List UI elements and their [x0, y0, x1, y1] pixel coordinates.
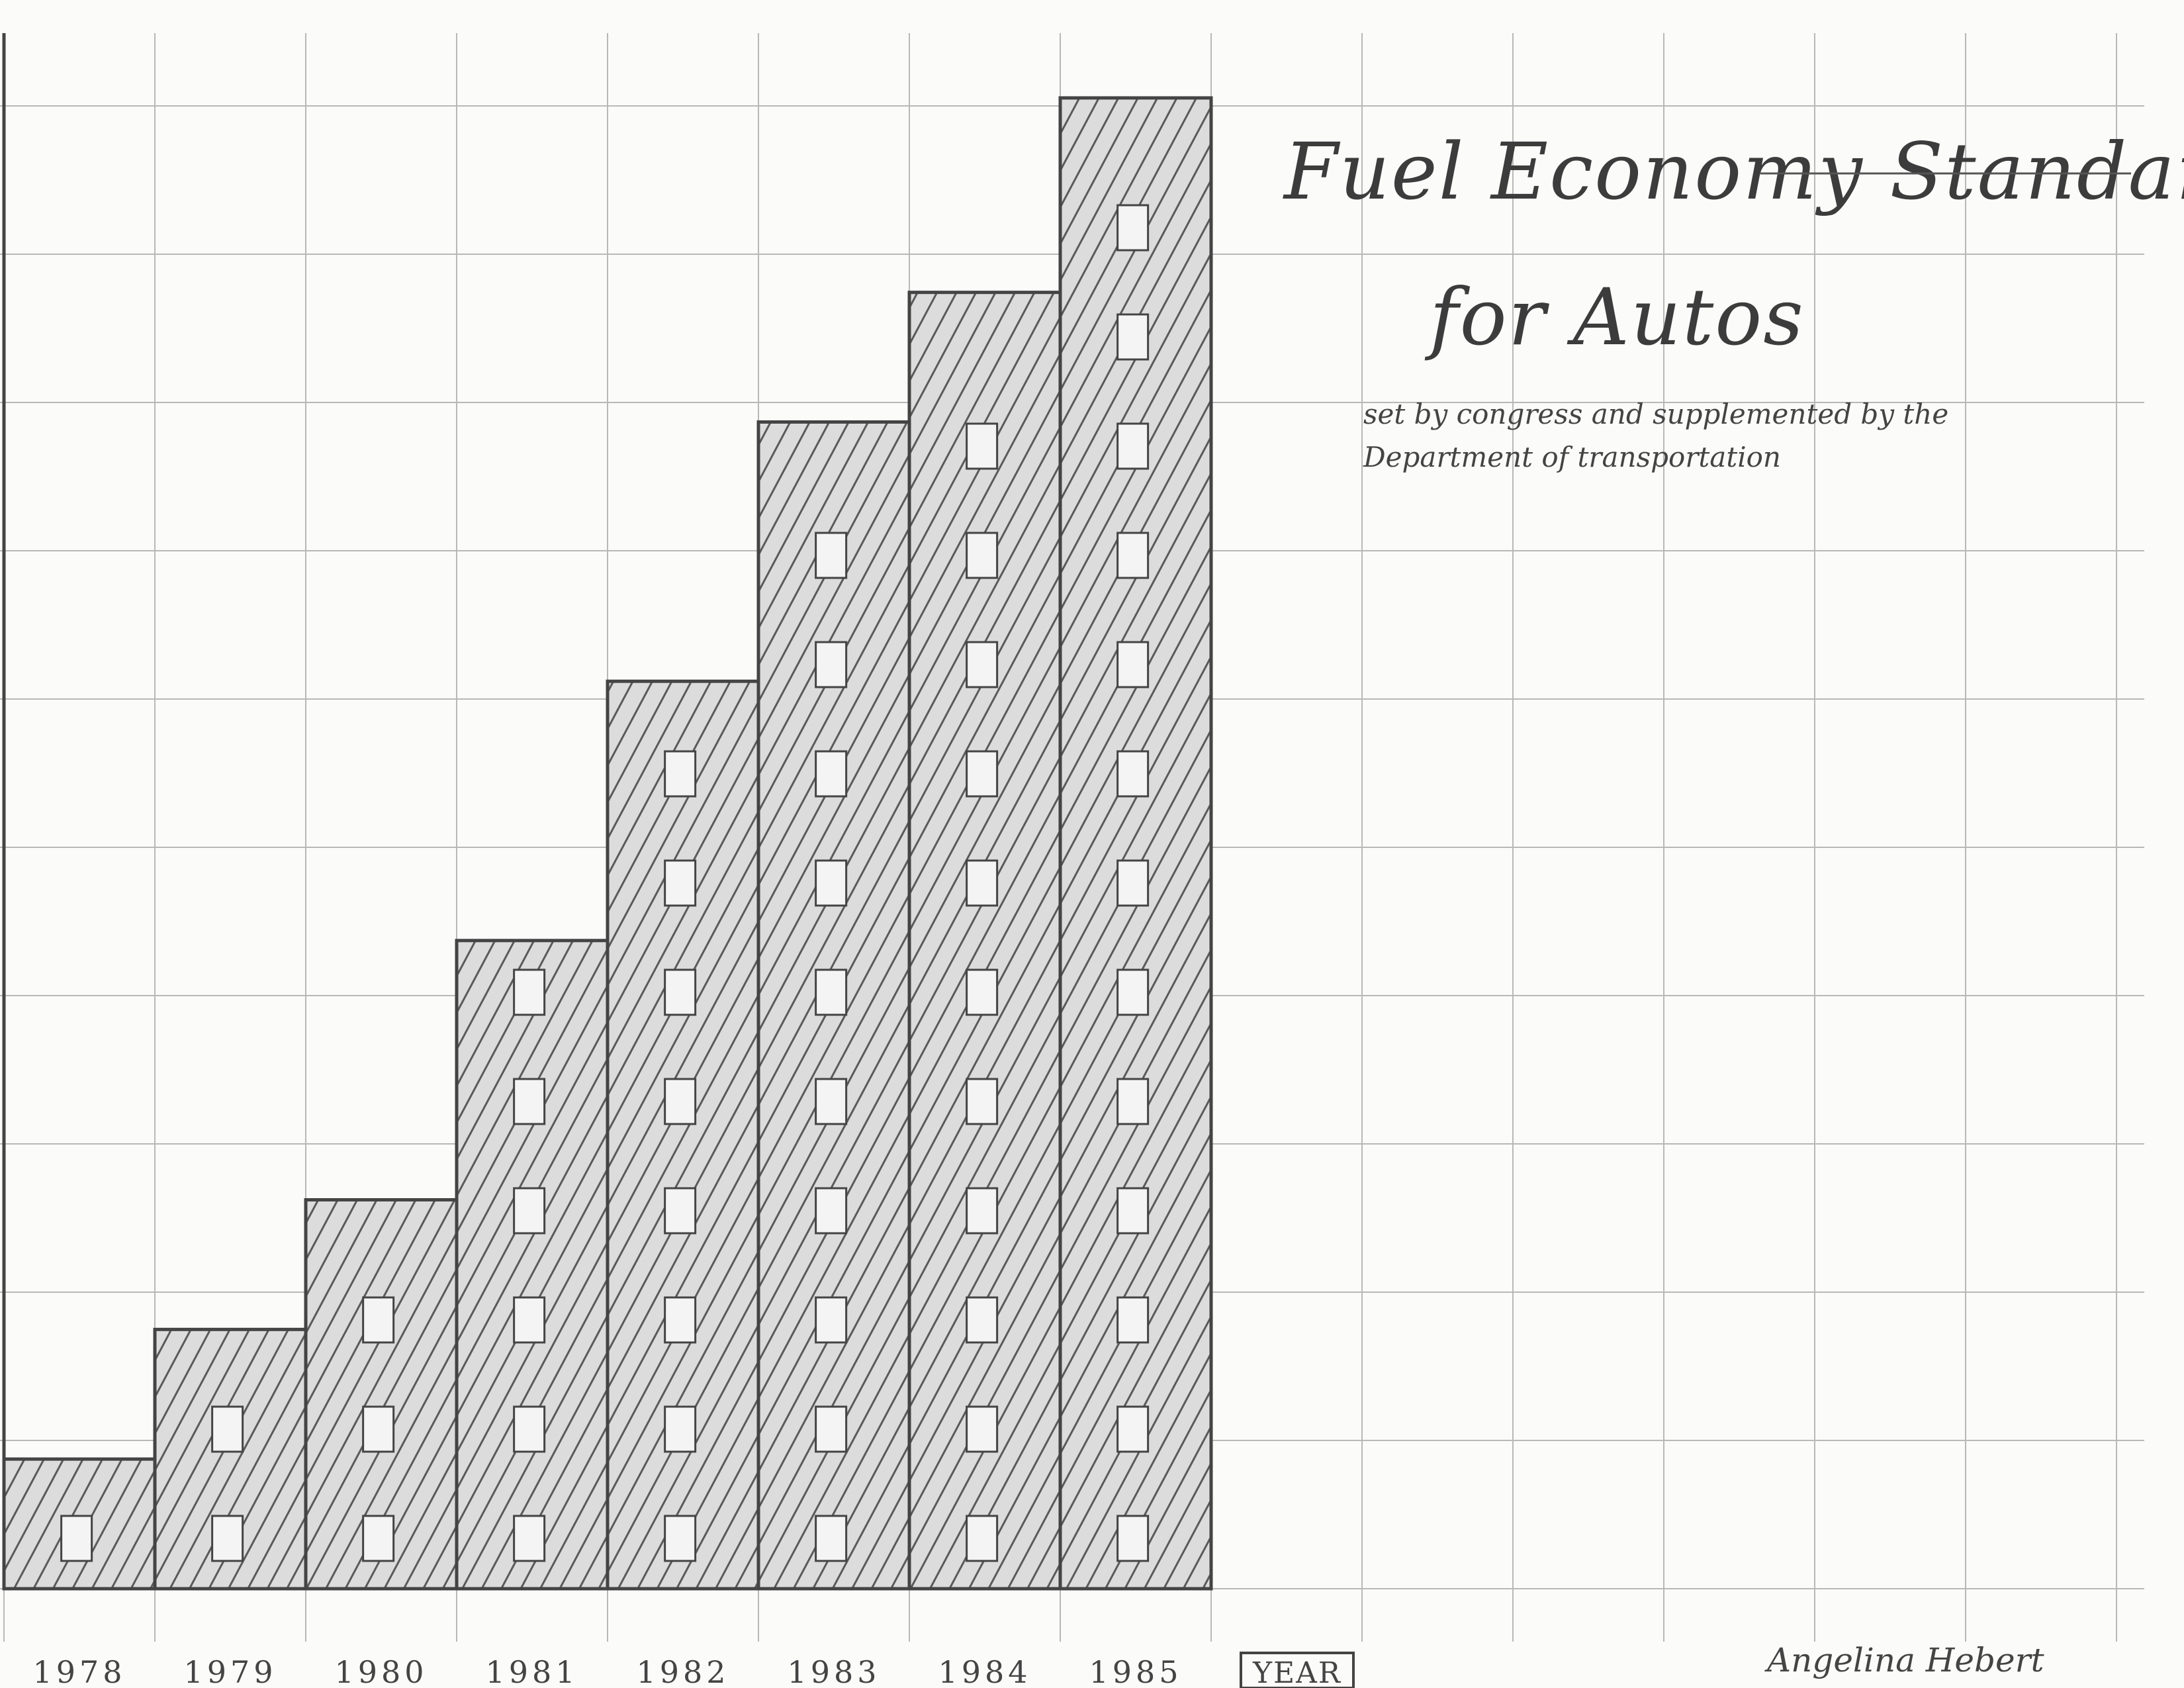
x-tick-label-1984: 1984 [938, 1654, 1031, 1688]
bar-window [966, 1296, 999, 1344]
bar-window [60, 1515, 93, 1562]
bars-group [2, 96, 1213, 1591]
bar-window [362, 1296, 395, 1344]
x-tick-label-1978: 1978 [32, 1654, 126, 1688]
bar-window [664, 859, 697, 907]
bar-1981 [455, 939, 610, 1591]
bar-window [513, 1187, 546, 1235]
chart-title-line-2: for Autos [1424, 271, 1805, 363]
bar-window [815, 1296, 848, 1344]
x-tick-label-1981: 1981 [485, 1654, 578, 1688]
bar-window [513, 1515, 546, 1562]
bar-window [362, 1515, 395, 1562]
bar-window [664, 1405, 697, 1453]
x-axis-label-box [1240, 1652, 1355, 1688]
bar-window [966, 750, 999, 798]
bar-window [815, 1405, 848, 1453]
x-tick-label-1982: 1982 [636, 1654, 729, 1688]
bar-window [1116, 859, 1150, 907]
bar-window [966, 422, 999, 470]
bar-window [966, 1187, 999, 1235]
bar-window [815, 1187, 848, 1235]
bar-window [966, 1078, 999, 1125]
author-signature: Angelina Hebert [1764, 1641, 2044, 1679]
bar-window [513, 968, 546, 1016]
bar-window [1116, 204, 1150, 252]
bar-window [1116, 422, 1150, 470]
bar-1984 [907, 291, 1062, 1591]
bar-window [815, 1078, 848, 1125]
bar-window [966, 859, 999, 907]
bar-window [966, 532, 999, 579]
bar-window [815, 532, 848, 579]
bar-window [664, 1515, 697, 1562]
x-axis-label: YEAR [1252, 1656, 1342, 1688]
bar-window [1116, 1296, 1150, 1344]
x-tick-label-1985: 1985 [1089, 1654, 1182, 1688]
bar-window [815, 859, 848, 907]
bar-window [664, 968, 697, 1016]
bar-window [362, 1405, 395, 1453]
bar-window [211, 1515, 244, 1562]
x-tick-labels: 1978 1979 1980 1981 1982 1983 1984 1985 [32, 1654, 1182, 1688]
chart-subtitle-line-1: set by congress and supplemented by the [1363, 398, 1948, 430]
bar-window [966, 1405, 999, 1453]
bar-window [664, 1187, 697, 1235]
x-tick-label-1979: 1979 [183, 1654, 277, 1688]
bar-window [966, 968, 999, 1016]
bar-window [815, 750, 848, 798]
x-tick-label-1983: 1983 [787, 1654, 880, 1688]
bar-window [1116, 313, 1150, 361]
bar-window [664, 1296, 697, 1344]
bar-window [1116, 968, 1150, 1016]
bar-window [513, 1296, 546, 1344]
bar-window [966, 1515, 999, 1562]
bar-window [664, 1078, 697, 1125]
chart-subtitle-line-2: Department of transportation [1363, 441, 1781, 473]
bar-window [1116, 641, 1150, 688]
bar-window [815, 968, 848, 1016]
bar-window [1116, 532, 1150, 579]
x-tick-label-1980: 1980 [334, 1654, 428, 1688]
chart-title-line-1: Fuel Economy Standards [1283, 126, 2184, 217]
bar-window [664, 750, 697, 798]
bar-window [1116, 750, 1150, 798]
bar-window [1116, 1078, 1150, 1125]
bar-window [211, 1405, 244, 1453]
bar-window [966, 641, 999, 688]
bar-window [513, 1405, 546, 1453]
bar-window [1116, 1515, 1150, 1562]
bar-window [1116, 1187, 1150, 1235]
bar-window [815, 1515, 848, 1562]
bar-window [1116, 1405, 1150, 1453]
bar-window [513, 1078, 546, 1125]
bar-window [815, 641, 848, 688]
